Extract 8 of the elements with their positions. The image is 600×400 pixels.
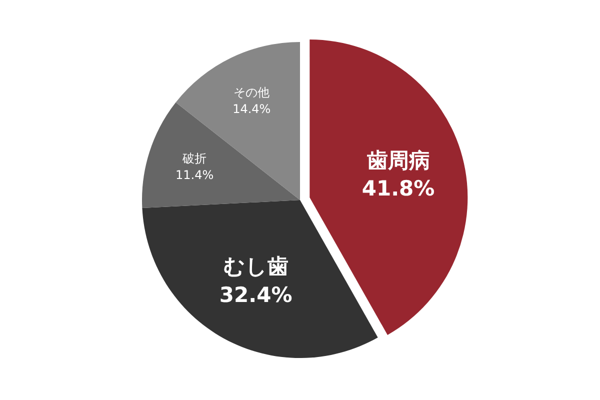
data-label: 41.8%: [362, 176, 435, 201]
data-label: 32.4%: [219, 282, 292, 307]
slice-label: むし歯: [223, 254, 288, 278]
slice-label: 歯周病: [366, 148, 430, 172]
data-label: 11.4%: [176, 168, 214, 182]
slice-label: 破折: [182, 152, 207, 166]
data-label: 14.4%: [232, 102, 271, 116]
slice-label: その他: [234, 86, 270, 100]
